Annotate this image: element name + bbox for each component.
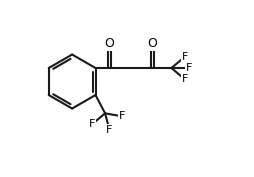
Text: F: F bbox=[185, 63, 192, 73]
Text: F: F bbox=[106, 125, 112, 135]
Text: O: O bbox=[105, 37, 115, 50]
Text: F: F bbox=[182, 52, 188, 62]
Text: F: F bbox=[182, 74, 188, 84]
Text: O: O bbox=[147, 37, 157, 50]
Text: F: F bbox=[119, 111, 125, 121]
Text: F: F bbox=[88, 119, 95, 129]
